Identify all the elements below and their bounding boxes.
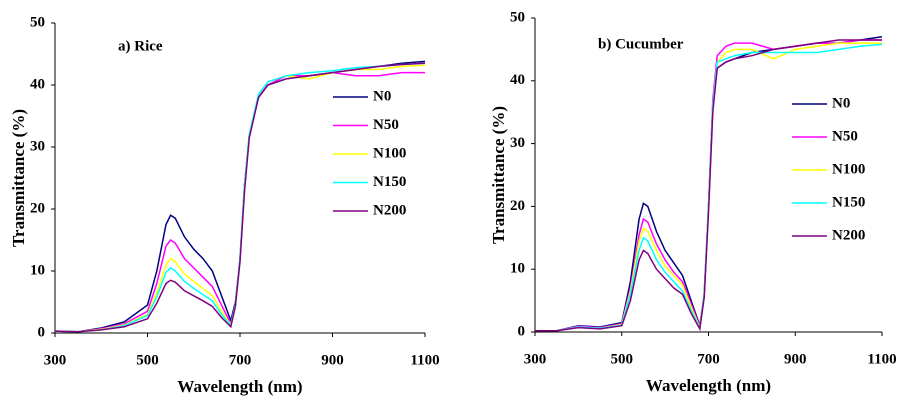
series-line xyxy=(54,71,425,333)
series-line xyxy=(54,64,426,333)
legend-label: N100 xyxy=(832,161,865,177)
legend-label: N0 xyxy=(373,88,391,104)
y-tick-label: 10 xyxy=(510,261,525,277)
legend-label: N0 xyxy=(832,95,850,111)
chart-title: b) Cucumber xyxy=(598,36,684,52)
series-line xyxy=(535,43,883,332)
x-tick-label: 1100 xyxy=(410,352,439,368)
y-tick-label: 40 xyxy=(30,76,45,92)
x-tick-label: 300 xyxy=(44,352,67,368)
y-tick-label: 20 xyxy=(510,198,525,214)
x-tick-label: 900 xyxy=(321,352,344,368)
series-line xyxy=(535,36,883,332)
legend-label: N150 xyxy=(373,174,406,190)
y-tick-label: 50 xyxy=(510,9,525,25)
y-tick-label: 30 xyxy=(510,135,525,151)
x-tick-label: 700 xyxy=(229,352,252,368)
y-axis-label: Transmittance (%) xyxy=(9,109,28,247)
x-tick-label: 900 xyxy=(784,351,807,367)
series-line xyxy=(535,39,882,332)
legend-label: N50 xyxy=(373,117,399,133)
series-line xyxy=(535,39,882,332)
x-tick-label: 1100 xyxy=(867,351,896,367)
legend-label: N200 xyxy=(373,202,406,218)
x-tick-label: 700 xyxy=(697,351,720,367)
legend-label: N200 xyxy=(832,227,865,243)
x-tick-label: 500 xyxy=(611,351,634,367)
y-tick-label: 0 xyxy=(518,323,526,339)
x-tick-label: 300 xyxy=(524,351,547,367)
y-tick-label: 10 xyxy=(30,262,45,278)
y-tick-label: 0 xyxy=(38,324,46,340)
chart-title: a) Rice xyxy=(118,38,163,54)
legend-label: N100 xyxy=(373,145,406,161)
legend-label: N150 xyxy=(832,194,865,210)
y-axis-label: Transmittance (%) xyxy=(489,106,508,244)
y-tick-label: 40 xyxy=(510,72,525,88)
x-axis-label: Wavelength (nm) xyxy=(646,376,771,395)
legend-label: N50 xyxy=(832,128,858,144)
y-tick-label: 20 xyxy=(30,200,45,216)
y-tick-label: 50 xyxy=(30,14,45,30)
series-line xyxy=(54,62,426,333)
x-tick-label: 500 xyxy=(136,352,159,368)
x-axis-label: Wavelength (nm) xyxy=(177,377,302,396)
y-tick-label: 30 xyxy=(30,138,45,154)
series-line xyxy=(54,62,426,333)
series-line xyxy=(54,60,426,333)
series-line xyxy=(535,42,882,332)
